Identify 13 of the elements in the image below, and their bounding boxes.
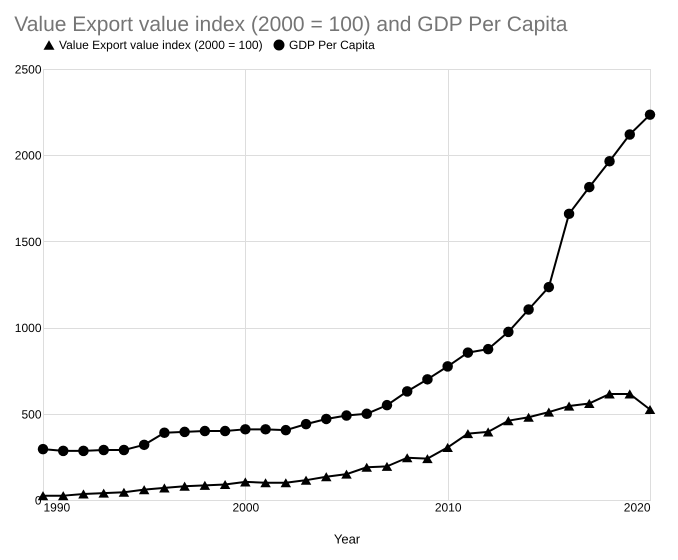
y-tick-label: 1500 xyxy=(14,234,42,249)
legend-label: GDP Per Capita xyxy=(289,38,376,52)
x-tick-label: 2000 xyxy=(232,500,260,514)
y-tick-label: 1000 xyxy=(14,321,42,336)
legend-label: Value Export value index (2000 = 100) xyxy=(59,38,263,52)
chart-title: Value Export value index (2000 = 100) and GDP Per Capita xyxy=(14,13,568,36)
y-tick-label: 500 xyxy=(21,407,42,422)
x-tick-label: 1990 xyxy=(44,500,71,514)
x-axis-title: Year xyxy=(334,532,361,546)
x-tick-label: 2020 xyxy=(624,500,651,514)
y-tick-label: 2500 xyxy=(14,62,42,76)
x-tick-label: 2010 xyxy=(434,500,462,514)
y-tick-label: 2000 xyxy=(14,148,42,163)
